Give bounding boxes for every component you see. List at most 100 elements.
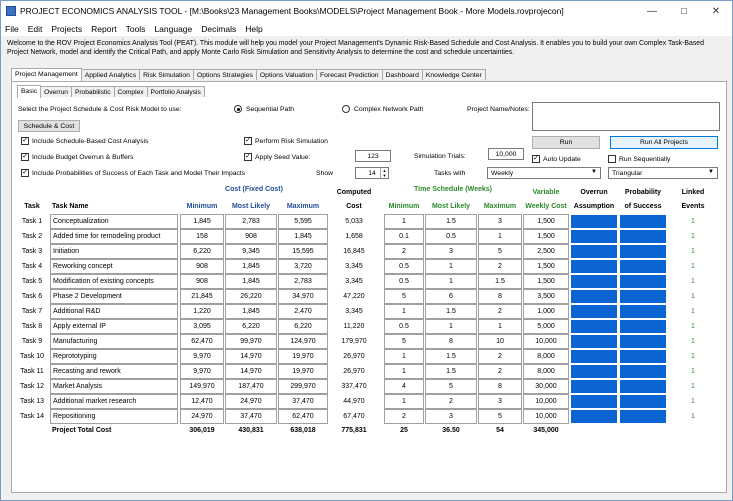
time-min-cell[interactable]: 5 xyxy=(384,289,424,304)
menu-tools[interactable]: Tools xyxy=(125,23,146,34)
cost-most-likely-cell[interactable]: 908 xyxy=(225,229,277,244)
time-most-likely-cell[interactable]: 1.5 xyxy=(425,364,477,379)
cost-most-likely-cell[interactable]: 1,845 xyxy=(225,304,277,319)
linked-events-cell[interactable]: 1 xyxy=(691,368,695,375)
maximize-icon[interactable]: □ xyxy=(680,5,688,17)
radio-complex-network-path[interactable]: Complex Network Path xyxy=(342,105,424,113)
probability-success-cell[interactable] xyxy=(619,409,667,424)
probability-success-cell[interactable] xyxy=(619,394,667,409)
time-max-cell[interactable]: 2 xyxy=(478,304,522,319)
chk-seed-value[interactable]: ✓ Apply Seed Value: xyxy=(244,153,310,161)
run-all-projects-button[interactable]: Run All Projects xyxy=(610,136,718,149)
overrun-assumption-cell[interactable] xyxy=(570,364,618,379)
cost-max-cell[interactable]: 2,783 xyxy=(278,274,328,289)
task-name-cell[interactable]: Market Analysis xyxy=(50,379,178,394)
time-most-likely-cell[interactable]: 1.5 xyxy=(425,304,477,319)
overrun-assumption-cell[interactable] xyxy=(570,379,618,394)
time-min-cell[interactable]: 2 xyxy=(384,244,424,259)
cost-max-cell[interactable]: 6,220 xyxy=(278,319,328,334)
menu-help[interactable]: Help xyxy=(245,23,263,34)
cost-max-cell[interactable]: 3,720 xyxy=(278,259,328,274)
cost-most-likely-cell[interactable]: 24,970 xyxy=(225,394,277,409)
linked-events-cell[interactable]: 1 xyxy=(691,413,695,420)
time-max-cell[interactable]: 5 xyxy=(478,409,522,424)
overrun-assumption-cell[interactable] xyxy=(570,244,618,259)
minimize-icon[interactable]: — xyxy=(647,5,657,17)
task-name-cell[interactable]: Apply external IP xyxy=(50,319,178,334)
project-notes-field[interactable] xyxy=(532,102,720,131)
weekly-cost-cell[interactable]: 1,500 xyxy=(523,229,569,244)
time-max-cell[interactable]: 2 xyxy=(478,364,522,379)
linked-events-cell[interactable]: 1 xyxy=(691,233,695,240)
seed-value-input[interactable]: 123 xyxy=(355,150,391,162)
menu-language[interactable]: Language xyxy=(154,23,193,34)
cost-most-likely-cell[interactable]: 187,470 xyxy=(225,379,277,394)
time-most-likely-cell[interactable]: 1 xyxy=(425,259,477,274)
probability-success-cell[interactable] xyxy=(619,244,667,259)
time-max-cell[interactable]: 3 xyxy=(478,214,522,229)
cost-max-cell[interactable]: 37,470 xyxy=(278,394,328,409)
run-button[interactable]: Run xyxy=(532,136,600,149)
time-min-cell[interactable]: 2 xyxy=(384,409,424,424)
subtab-probabilistic[interactable]: Probabilistic xyxy=(70,86,115,97)
weekly-cost-cell[interactable]: 1,000 xyxy=(523,304,569,319)
linked-events-cell[interactable]: 1 xyxy=(691,278,695,285)
cost-max-cell[interactable]: 19,970 xyxy=(278,364,328,379)
time-most-likely-cell[interactable]: 1 xyxy=(425,274,477,289)
tab-options-valuation[interactable]: Options Valuation xyxy=(255,69,318,80)
time-min-cell[interactable]: 1 xyxy=(384,364,424,379)
time-max-cell[interactable]: 1 xyxy=(478,229,522,244)
time-max-cell[interactable]: 8 xyxy=(478,379,522,394)
menu-edit[interactable]: Edit xyxy=(27,23,43,34)
task-name-cell[interactable]: Reworking concept xyxy=(50,259,178,274)
overrun-assumption-cell[interactable] xyxy=(570,229,618,244)
cost-min-cell[interactable]: 62,470 xyxy=(180,334,224,349)
cost-most-likely-cell[interactable]: 1,845 xyxy=(225,274,277,289)
task-name-cell[interactable]: Recasting and rework xyxy=(50,364,178,379)
subtab-complex[interactable]: Complex xyxy=(113,86,148,97)
cost-max-cell[interactable]: 5,595 xyxy=(278,214,328,229)
probability-success-cell[interactable] xyxy=(619,364,667,379)
task-name-cell[interactable]: Repositioning xyxy=(50,409,178,424)
weekly-cost-cell[interactable]: 8,000 xyxy=(523,349,569,364)
cost-min-cell[interactable]: 1,845 xyxy=(180,214,224,229)
time-min-cell[interactable]: 0.5 xyxy=(384,319,424,334)
weekly-cost-cell[interactable]: 3,500 xyxy=(523,289,569,304)
time-most-likely-cell[interactable]: 3 xyxy=(425,244,477,259)
cost-most-likely-cell[interactable]: 6,220 xyxy=(225,319,277,334)
probability-success-cell[interactable] xyxy=(619,274,667,289)
tab-project-management[interactable]: Project Management xyxy=(11,68,82,81)
linked-events-cell[interactable]: 1 xyxy=(691,218,695,225)
cost-max-cell[interactable]: 34,970 xyxy=(278,289,328,304)
weekly-cost-cell[interactable]: 1,500 xyxy=(523,214,569,229)
probability-success-cell[interactable] xyxy=(619,304,667,319)
time-most-likely-cell[interactable]: 1.5 xyxy=(425,214,477,229)
time-most-likely-cell[interactable]: 1 xyxy=(425,319,477,334)
chk-run-sequentially[interactable]: Run Sequentially xyxy=(608,155,670,163)
cost-min-cell[interactable]: 9,970 xyxy=(180,349,224,364)
weekly-cost-cell[interactable]: 1,500 xyxy=(523,274,569,289)
task-name-cell[interactable]: Initiation xyxy=(50,244,178,259)
cost-max-cell[interactable]: 62,470 xyxy=(278,409,328,424)
weekly-cost-cell[interactable]: 30,000 xyxy=(523,379,569,394)
time-min-cell[interactable]: 1 xyxy=(384,394,424,409)
cost-most-likely-cell[interactable]: 26,220 xyxy=(225,289,277,304)
cost-min-cell[interactable]: 9,970 xyxy=(180,364,224,379)
time-max-cell[interactable]: 1 xyxy=(478,319,522,334)
linked-events-cell[interactable]: 1 xyxy=(691,353,695,360)
probability-success-cell[interactable] xyxy=(619,259,667,274)
task-name-cell[interactable]: Additional R&D xyxy=(50,304,178,319)
cost-most-likely-cell[interactable]: 99,970 xyxy=(225,334,277,349)
time-max-cell[interactable]: 10 xyxy=(478,334,522,349)
weekly-cost-cell[interactable]: 5,000 xyxy=(523,319,569,334)
time-most-likely-cell[interactable]: 3 xyxy=(425,409,477,424)
probability-success-cell[interactable] xyxy=(619,379,667,394)
cost-most-likely-cell[interactable]: 37,470 xyxy=(225,409,277,424)
time-most-likely-cell[interactable]: 1.5 xyxy=(425,349,477,364)
task-name-cell[interactable]: Conceptualization xyxy=(50,214,178,229)
time-most-likely-cell[interactable]: 0.5 xyxy=(425,229,477,244)
tab-dashboard[interactable]: Dashboard xyxy=(381,69,423,80)
subtab-portfolio-analysis[interactable]: Portfolio Analysis xyxy=(146,86,205,97)
schedule-cost-button[interactable]: Schedule & Cost xyxy=(18,120,80,132)
probability-success-cell[interactable] xyxy=(619,229,667,244)
